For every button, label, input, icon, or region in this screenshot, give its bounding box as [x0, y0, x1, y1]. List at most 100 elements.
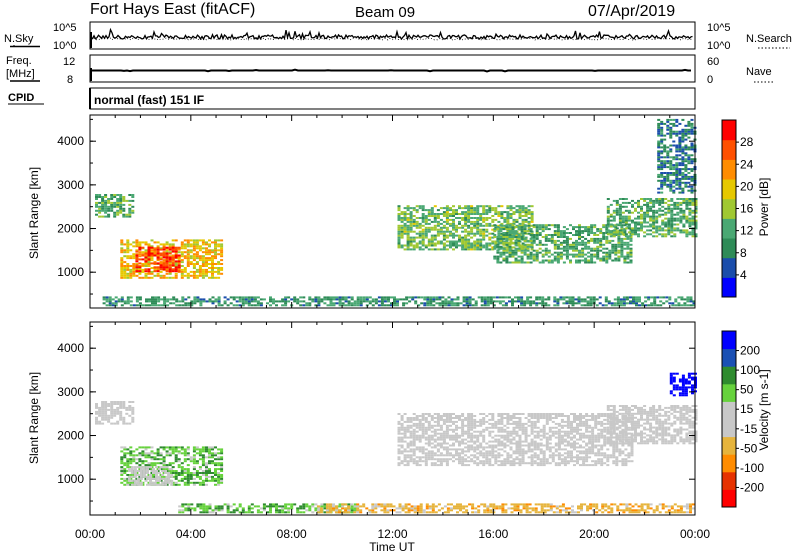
data-cell: [426, 296, 430, 299]
data-cell: [593, 247, 597, 250]
data-cell: [110, 401, 114, 403]
data-cell: [605, 261, 609, 264]
data-cell: [403, 244, 407, 247]
data-cell: [406, 450, 410, 453]
data-cell: [442, 236, 446, 239]
data-cell: [412, 454, 416, 457]
data-cell: [464, 228, 468, 231]
data-cell: [350, 503, 354, 506]
data-cell: [612, 217, 616, 220]
data-cell: [180, 251, 184, 254]
data-cell: [317, 507, 321, 510]
data-cell: [293, 503, 297, 506]
data-cell: [192, 245, 196, 248]
data-cell: [208, 462, 211, 465]
data-cell: [180, 243, 184, 246]
data-cell: [168, 258, 172, 261]
data-cell: [499, 224, 503, 227]
data-cell: [493, 255, 497, 258]
data-cell: [489, 503, 493, 506]
data-cell: [409, 440, 413, 443]
data-cell: [144, 259, 148, 262]
data-cell: [416, 505, 420, 508]
data-cell: [113, 211, 117, 214]
data-cell: [338, 509, 341, 512]
data-cell: [578, 255, 581, 258]
data-cell: [162, 251, 166, 254]
data-cell: [497, 213, 501, 215]
data-cell: [685, 198, 689, 200]
data-cell: [302, 300, 306, 303]
data-cell: [449, 452, 452, 455]
data-cell: [119, 418, 123, 421]
data-cell: [491, 242, 495, 245]
data-cell: [502, 236, 506, 238]
data-cell: [518, 246, 522, 249]
data-cell: [435, 298, 439, 301]
data-cell: [442, 434, 446, 437]
data-cell: [644, 300, 648, 303]
data-cell: [519, 509, 523, 512]
data-cell: [525, 505, 529, 508]
data-cell: [621, 219, 625, 222]
data-cell: [211, 261, 214, 264]
data-cell: [532, 241, 536, 244]
data-cell: [202, 507, 206, 510]
data-cell: [113, 401, 117, 403]
data-cell: [120, 268, 124, 271]
data-cell: [445, 432, 449, 435]
data-cell: [153, 248, 157, 251]
data-cell: [505, 251, 509, 254]
data-cell: [461, 428, 465, 431]
data-cell: [226, 511, 230, 514]
data-cell: [104, 418, 108, 421]
data-cell: [424, 246, 428, 249]
data-cell: [529, 234, 533, 236]
data-cell: [643, 215, 647, 218]
data-cell: [139, 481, 143, 484]
data-cell: [455, 432, 458, 435]
data-cell: [556, 234, 560, 236]
data-cell: [174, 446, 178, 449]
data-cell: [511, 304, 514, 307]
data-cell: [226, 503, 230, 506]
data-cell: [101, 203, 105, 206]
data-cell: [400, 428, 404, 431]
data-cell: [308, 302, 312, 305]
data-cell: [338, 503, 342, 506]
data-cell: [421, 418, 425, 421]
data-cell: [172, 302, 176, 305]
data-cell: [132, 268, 136, 271]
data-cell: [195, 452, 199, 455]
data-cell: [474, 300, 478, 303]
data-cell: [335, 507, 338, 510]
data-cell: [652, 205, 656, 208]
data-cell: [690, 158, 694, 161]
data-cell: [123, 261, 127, 264]
data-cell: [412, 238, 416, 241]
data-cell: [679, 201, 683, 204]
data-cell: [497, 234, 501, 237]
data-cell: [618, 221, 622, 224]
data-cell: [161, 481, 165, 484]
data-cell: [262, 505, 266, 508]
data-cell: [205, 247, 208, 250]
data-cell: [669, 144, 673, 147]
data-cell: [690, 187, 694, 190]
data-cell: [201, 450, 205, 453]
data-cell: [353, 304, 357, 307]
data-cell: [587, 247, 591, 250]
data-cell: [501, 505, 505, 508]
data-cell: [530, 213, 534, 215]
data-cell: [604, 296, 608, 299]
data-cell: [406, 213, 410, 215]
data-cell: [550, 224, 554, 227]
data-cell: [205, 505, 209, 508]
data-cell: [517, 247, 521, 250]
data-cell: [676, 509, 680, 512]
data-cell: [669, 128, 673, 131]
data-cell: [587, 232, 591, 234]
data-cell: [421, 436, 425, 439]
data-cell: [504, 509, 508, 512]
data-cell: [290, 505, 294, 508]
